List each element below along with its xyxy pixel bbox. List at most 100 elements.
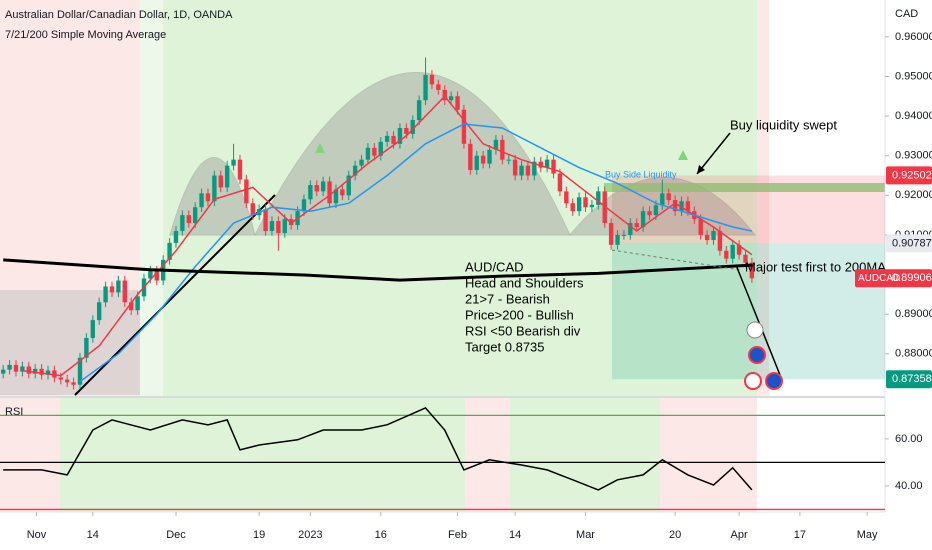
candle-body [90, 320, 95, 338]
note: Head and Shoulders [465, 275, 584, 290]
candle-body [135, 296, 140, 311]
candle-body [269, 221, 275, 231]
x-tick-label: May [857, 529, 878, 541]
candle-body [717, 230, 723, 251]
candle-body [148, 270, 153, 279]
candle-body [583, 197, 588, 208]
note: RSI <50 Bearish div [465, 323, 581, 338]
candle-body [525, 165, 531, 176]
candle-body [250, 203, 255, 216]
candle-body [192, 207, 198, 224]
note: Price>200 - Bullish [465, 307, 574, 322]
candle-body [685, 201, 691, 212]
candle-body [218, 175, 223, 188]
y-tick-label: 40.00 [895, 480, 923, 492]
candle-body [551, 159, 556, 174]
candle-body [621, 234, 627, 236]
candle-body [615, 234, 620, 245]
candle-body [429, 74, 435, 85]
candle-body [244, 179, 249, 204]
candle-body [186, 215, 191, 224]
candle-body [263, 209, 268, 231]
candle-body [340, 189, 345, 196]
candle-body [378, 141, 383, 156]
candle-body [109, 286, 115, 293]
y-tick-label: 0.89000 [895, 308, 932, 320]
candle-body [628, 223, 633, 235]
candle-body [397, 127, 403, 144]
candle-body [26, 366, 31, 374]
candle-body [352, 165, 358, 176]
candle-body [327, 181, 332, 204]
candle-body [199, 193, 204, 208]
price-tag [886, 234, 932, 253]
candle-body [724, 250, 729, 259]
candle-body [480, 155, 486, 164]
candle-body [359, 159, 364, 166]
candle-body [224, 165, 230, 188]
candle-body [391, 135, 396, 144]
candle-body [52, 370, 57, 378]
candle-body [103, 286, 108, 303]
candle-body [519, 165, 524, 176]
candle-body [500, 139, 505, 160]
candle-body [416, 100, 422, 121]
currency-label: CAD [895, 8, 918, 20]
x-tick-label: Apr [731, 529, 748, 541]
rsi-label: RSI [5, 406, 23, 418]
candle-body [436, 84, 441, 90]
x-tick-label: Nov [27, 529, 47, 541]
annotation: Buy liquidity swept [730, 117, 837, 132]
candle-body [743, 254, 748, 263]
plot-area: Nov 14 Dec 19 2023 16 Feb 14 Mar 20 Apr 17 May [0, 36, 889, 541]
candle-body [384, 135, 390, 142]
price-tag-label: 0.90787 [892, 237, 932, 249]
backgrounds [0, 0, 886, 513]
price-tag [886, 370, 932, 389]
candle-body [711, 230, 716, 241]
candle-body [532, 161, 537, 176]
candle-body [116, 280, 121, 293]
candle-body [154, 270, 159, 281]
candle-body [282, 219, 287, 233]
candle-body [468, 143, 473, 170]
candle-body [487, 149, 492, 164]
candle-body [506, 159, 511, 161]
candle-body [84, 337, 89, 358]
candle-body [167, 242, 172, 260]
price-tags: 0.960000.950000.940000.930000.920000.910… [855, 31, 932, 492]
candle-body [365, 147, 371, 160]
x-tick-label: 14 [509, 529, 521, 541]
candle-body [13, 364, 19, 372]
x-tick-label: 19 [253, 529, 265, 541]
candle-body [538, 161, 543, 168]
candle-body [653, 205, 659, 216]
indicator-label: 7/21/200 Simple Moving Average [5, 29, 166, 41]
candle-body [237, 159, 243, 180]
candle-body [679, 201, 684, 212]
candle-body [404, 127, 409, 134]
candle-body [666, 193, 671, 201]
candle-body [173, 230, 179, 243]
candle-body [0, 369, 6, 374]
line-series [79, 123, 753, 383]
candle-body [423, 74, 428, 101]
candle-body [20, 366, 25, 372]
y-tick-label: 0.96000 [895, 31, 932, 43]
candle-body [698, 219, 703, 235]
candle-body [32, 368, 38, 374]
candle-body [205, 193, 211, 202]
candle-body [704, 234, 710, 241]
candle-body [634, 223, 639, 228]
x-tick-label: 14 [87, 529, 99, 541]
candle-body [660, 193, 665, 206]
candle-body [596, 191, 601, 205]
candle-body [474, 155, 479, 170]
annotation: Major test first to 200MA [745, 259, 886, 274]
candle-body [77, 357, 83, 385]
candle-body [333, 189, 339, 204]
stop-zone [612, 175, 885, 244]
candle-body [231, 159, 236, 166]
candle-body [180, 215, 185, 231]
x-tick-label: 20 [669, 529, 681, 541]
